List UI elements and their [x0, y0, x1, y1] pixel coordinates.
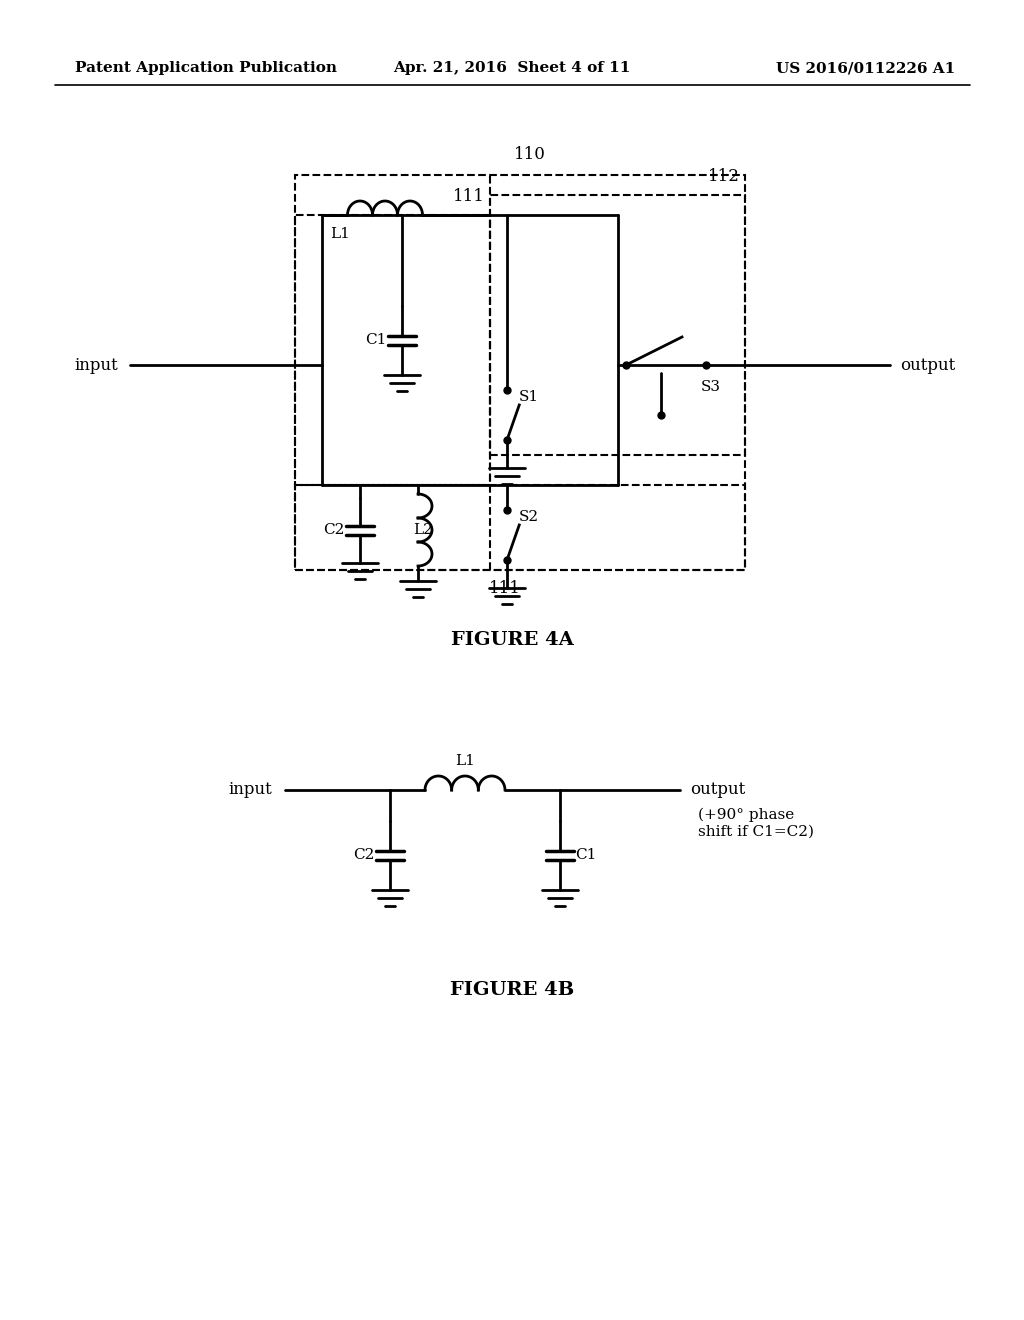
- Text: output: output: [900, 356, 955, 374]
- Text: C2: C2: [324, 523, 345, 537]
- Text: L1: L1: [330, 227, 350, 242]
- Text: 112: 112: [709, 168, 740, 185]
- Text: output: output: [690, 781, 745, 799]
- Text: (+90° phase
shift if C1=C2): (+90° phase shift if C1=C2): [698, 808, 814, 838]
- Text: L2: L2: [413, 523, 433, 537]
- Text: 110: 110: [514, 147, 546, 162]
- Text: C1: C1: [575, 847, 596, 862]
- Bar: [490, 195, 745, 455]
- Bar: [295, 484, 745, 570]
- Text: 111: 111: [489, 579, 521, 597]
- Text: input: input: [228, 781, 272, 799]
- Text: L1: L1: [455, 754, 475, 768]
- Text: 111: 111: [454, 187, 485, 205]
- Bar: [295, 176, 745, 570]
- Text: US 2016/0112226 A1: US 2016/0112226 A1: [776, 61, 955, 75]
- Text: FIGURE 4B: FIGURE 4B: [450, 981, 574, 999]
- Text: C1: C1: [366, 333, 387, 347]
- Text: C2: C2: [353, 847, 375, 862]
- Text: S2: S2: [519, 510, 539, 524]
- Text: input: input: [75, 356, 118, 374]
- Text: Patent Application Publication: Patent Application Publication: [75, 61, 337, 75]
- Text: Apr. 21, 2016  Sheet 4 of 11: Apr. 21, 2016 Sheet 4 of 11: [393, 61, 631, 75]
- Bar: [295, 215, 490, 484]
- Text: S3: S3: [701, 380, 721, 393]
- Text: FIGURE 4A: FIGURE 4A: [451, 631, 573, 649]
- Text: S1: S1: [519, 389, 539, 404]
